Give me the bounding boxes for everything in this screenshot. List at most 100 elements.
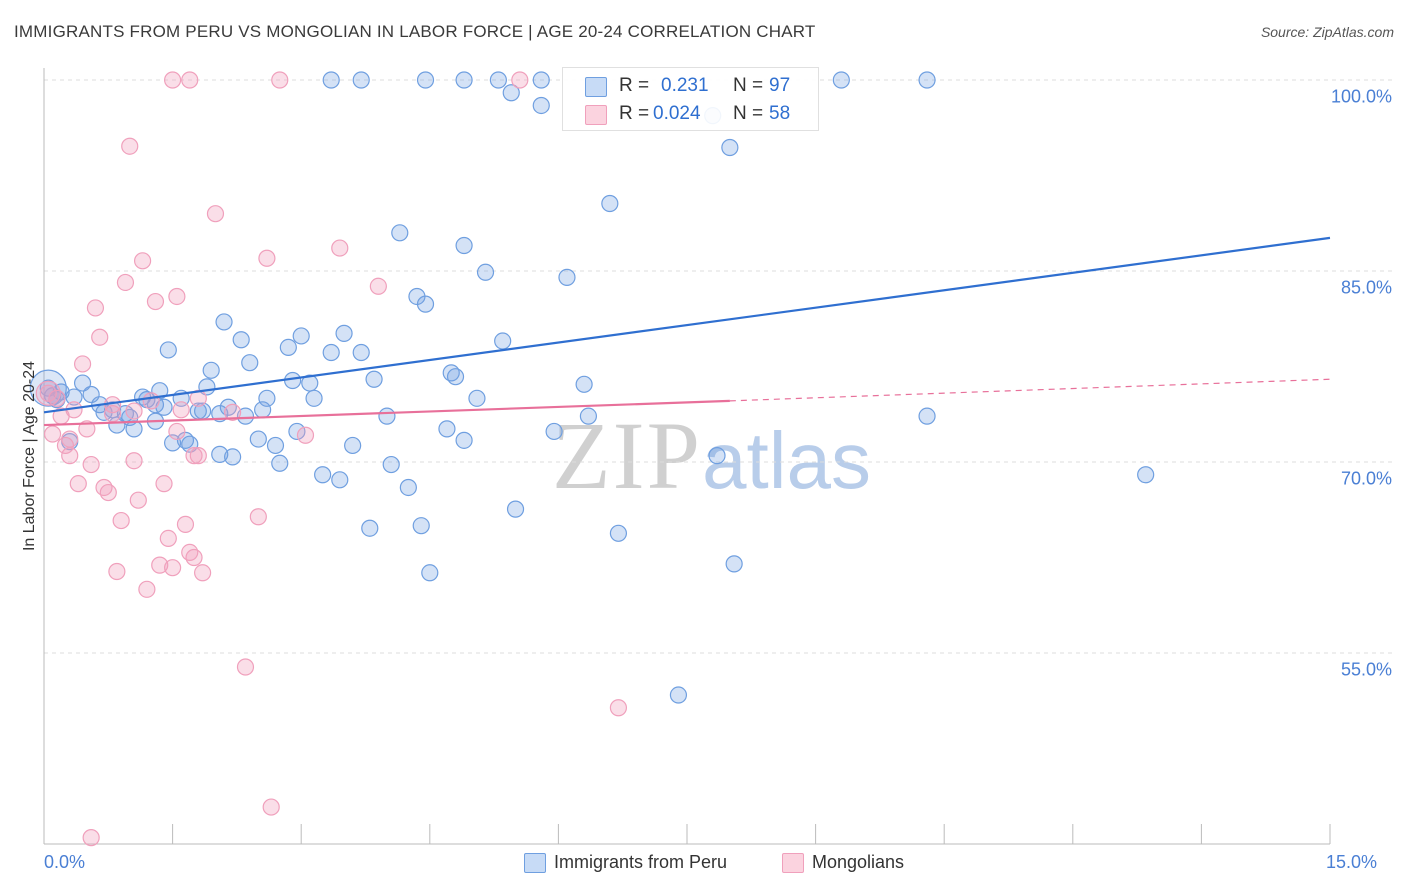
- data-point-peru: [382, 455, 400, 474]
- data-point-mongolians: [43, 425, 62, 443]
- data-point-peru: [558, 268, 576, 286]
- data-point-peru: [918, 71, 936, 89]
- axes: [43, 68, 1331, 845]
- data-point-peru: [421, 564, 439, 582]
- data-point-peru: [455, 236, 473, 255]
- data-point-mongolians: [116, 273, 135, 292]
- y-tick-label: 100.0%: [1330, 86, 1392, 107]
- legend-swatch-pink: [585, 105, 607, 125]
- data-point-peru: [416, 295, 435, 313]
- data-point-mongolians: [185, 447, 203, 465]
- data-point-mongolians: [125, 452, 143, 470]
- data-point-mongolians: [86, 299, 105, 317]
- data-point-mongolians: [125, 402, 143, 420]
- data-point-mongolians: [189, 447, 207, 465]
- data-point-peru: [314, 466, 332, 484]
- data-point-mongolians: [271, 71, 289, 89]
- bottom-legend-label: Mongolians: [812, 852, 905, 872]
- data-point-mongolians: [168, 422, 186, 441]
- watermark-zip: ZIP: [552, 402, 702, 509]
- data-point-peru: [545, 422, 563, 441]
- data-point-peru: [271, 454, 289, 472]
- data-point-mongolians: [91, 328, 109, 346]
- data-point-peru: [669, 686, 688, 704]
- data-point-peru: [292, 327, 310, 345]
- data-point-mongolians: [151, 556, 169, 574]
- data-point-peru: [258, 389, 276, 407]
- x-tick-label: 0.0%: [44, 852, 86, 872]
- data-point-peru: [211, 445, 229, 463]
- data-point-mongolians: [258, 249, 276, 267]
- data-point-peru: [579, 407, 598, 425]
- data-point-mongolians: [121, 137, 139, 155]
- data-point-peru: [215, 313, 233, 331]
- legend-r-label: R =: [619, 103, 650, 124]
- data-point-peru: [211, 405, 229, 423]
- legend-n-label: N =: [733, 103, 764, 124]
- data-point-peru: [708, 447, 726, 465]
- data-point-mongolians: [78, 420, 96, 438]
- data-point-mongolians: [369, 277, 387, 295]
- trend-lines: [43, 236, 1331, 427]
- data-point-mongolians: [164, 559, 182, 577]
- data-point-peru: [335, 324, 353, 342]
- data-point-peru: [575, 375, 593, 393]
- data-point-mongolians: [155, 475, 173, 493]
- data-point-peru: [609, 524, 628, 542]
- data-point-mongolians: [82, 829, 100, 847]
- data-point-peru: [1137, 466, 1155, 484]
- data-point-peru: [601, 194, 619, 213]
- bottom-legend-label: Immigrants from Peru: [554, 852, 728, 872]
- data-point-peru: [352, 71, 370, 89]
- data-point-peru: [361, 519, 379, 537]
- chart-source: Source: ZipAtlas.com: [1260, 24, 1394, 40]
- trend-line-peru: [43, 236, 1331, 414]
- data-point-peru: [125, 420, 143, 438]
- legend-n-value: 58: [769, 103, 791, 124]
- data-point-mongolians: [69, 475, 87, 493]
- data-point-peru: [352, 343, 370, 362]
- data-point-peru: [502, 84, 520, 102]
- data-point-mongolians: [133, 252, 152, 270]
- data-point-mongolians: [108, 562, 126, 581]
- data-point-peru: [331, 471, 349, 489]
- data-point-peru: [832, 71, 850, 89]
- data-point-mongolians: [39, 384, 57, 402]
- data-point-peru: [202, 361, 220, 379]
- data-point-mongolians: [262, 798, 280, 816]
- data-point-peru: [532, 71, 550, 89]
- data-point-mongolians: [224, 403, 242, 421]
- data-point-mongolians: [176, 515, 195, 533]
- data-point-peru-cluster: [29, 369, 67, 407]
- data-point-peru: [455, 71, 473, 89]
- data-point-mongolians: [61, 430, 79, 448]
- data-point-peru: [725, 555, 743, 573]
- legend-swatch-blue: [585, 77, 607, 97]
- data-point-peru: [455, 431, 473, 449]
- data-point-peru: [224, 448, 242, 466]
- data-point-peru: [494, 332, 512, 350]
- data-point-mongolians: [129, 491, 147, 509]
- data-point-mongolians: [48, 389, 66, 407]
- data-point-peru: [305, 389, 323, 407]
- data-point-mongolians: [206, 205, 225, 223]
- legend-n-value: 97: [769, 75, 791, 96]
- data-point-peru: [241, 354, 259, 372]
- data-point-mongolians: [138, 580, 156, 598]
- data-point-peru: [322, 71, 340, 89]
- y-tick-label: 55.0%: [1340, 659, 1392, 680]
- data-point-mongolians: [511, 71, 529, 89]
- bottom-legend-swatch-pink: [782, 853, 804, 873]
- data-point-peru: [438, 420, 456, 438]
- data-point-mongolians: [236, 658, 255, 676]
- y-tick-label: 85.0%: [1340, 277, 1392, 298]
- data-point-mongolians: [168, 287, 186, 306]
- bottom-legend-swatch-blue: [524, 853, 546, 873]
- data-point-peru: [506, 500, 525, 518]
- data-point-peru: [249, 430, 267, 448]
- data-point-mongolians-cluster: [35, 380, 61, 406]
- data-point-mongolians: [194, 564, 212, 582]
- data-point-mongolians: [112, 511, 130, 530]
- data-point-peru: [344, 436, 362, 455]
